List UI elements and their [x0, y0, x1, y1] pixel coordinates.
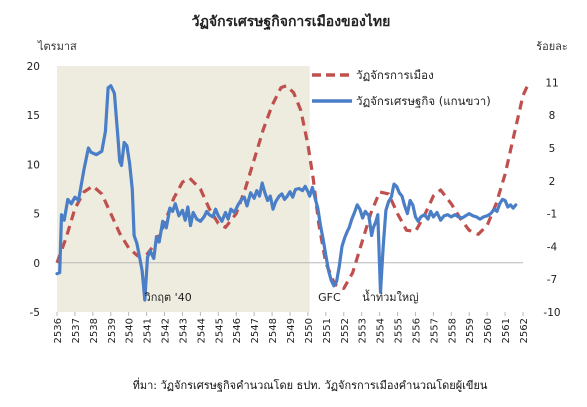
economic-cycle-line	[55, 84, 518, 302]
x-tick-labels: 2536 2537 2538 2539 2540 2541 2542 2543 2544 2545…	[53, 312, 530, 343]
x-tick-label: 2539	[107, 318, 118, 343]
shaded-period	[57, 66, 310, 312]
legend-label-political: วัฏจักรการเมือง	[356, 68, 434, 82]
legend: วัฏจักรการเมือง วัฏจักรเศรษฐกิจ (แกนขวา)	[312, 68, 491, 108]
right-y-tick-label: 2	[549, 176, 556, 188]
x-tick-label: 2555	[394, 318, 405, 343]
x-tick-label: 2554	[376, 318, 387, 343]
legend-label-economic: วัฏจักรเศรษฐกิจ (แกนขวา)	[356, 94, 491, 108]
x-tick-label: 2543	[178, 318, 189, 343]
x-tick-label: 2544	[196, 318, 207, 343]
x-tick-label: 2542	[161, 318, 172, 343]
x-tick-label: 2541	[143, 318, 154, 343]
annotations: วิกฤต '40 GFC น้ำท่วมใหญ่	[144, 289, 419, 304]
right-y-tick-label: -1	[547, 209, 557, 221]
x-tick-label: 2562	[519, 318, 530, 343]
left-axis-title: ไตรมาส	[37, 40, 77, 53]
source-note: ที่มา: วัฏจักรเศรษฐกิจคำนวณโดย ธปท. วัฏจ…	[133, 377, 488, 392]
left-y-tick-label: 15	[27, 110, 40, 122]
left-y-tick-labels: -5 0 5 10 15 20	[27, 61, 40, 319]
left-y-tick-label: 5	[33, 209, 40, 221]
right-y-tick-label: -4	[547, 241, 558, 253]
annotation-label: วิกฤต '40	[144, 291, 192, 304]
left-y-tick-label: 0	[33, 258, 40, 270]
series-lines	[55, 83, 530, 302]
right-y-tick-label: 11	[545, 77, 558, 89]
x-tick-label: 2556	[411, 318, 422, 343]
x-tick-label: 2536	[53, 318, 64, 343]
annotation-label: GFC	[318, 291, 341, 304]
x-tick-label: 2553	[358, 318, 369, 343]
x-tick-label: 2557	[429, 318, 440, 343]
left-y-tick-label: 10	[27, 159, 40, 171]
right-y-tick-label: -7	[547, 274, 557, 286]
x-tick-label: 2551	[322, 318, 333, 343]
x-tick-label: 2552	[340, 318, 351, 343]
annotation-label: น้ำท่วมใหญ่	[362, 289, 418, 304]
left-y-tick-label: -5	[30, 307, 40, 319]
x-tick-label: 2550	[304, 318, 315, 343]
x-tick-label: 2537	[71, 318, 82, 343]
x-tick-label: 2560	[483, 318, 494, 343]
x-tick-label: 2545	[214, 318, 225, 343]
right-y-tick-label: -10	[543, 307, 560, 319]
right-y-tick-labels: -10 -7 -4 -1 2 5 8 11	[543, 77, 560, 319]
right-y-tick-label: 5	[549, 143, 556, 155]
x-tick-label: 2558	[447, 318, 458, 343]
left-y-tick-label: 20	[27, 61, 40, 73]
right-axis-title: ร้อยละ	[536, 40, 568, 53]
x-tick-label: 2540	[125, 318, 136, 343]
x-tick-label: 2546	[232, 318, 243, 343]
x-tick-label: 2548	[268, 318, 279, 343]
x-tick-label: 2538	[89, 318, 100, 343]
x-tick-label: 2559	[465, 318, 476, 343]
x-tick-label: 2547	[250, 318, 261, 343]
right-y-tick-label: 8	[549, 110, 556, 122]
x-tick-label: 2561	[501, 318, 512, 343]
x-tick-label: 2549	[286, 318, 297, 343]
chart-title: วัฏจักรเศรษฐกิจการเมืองของไทย	[192, 12, 391, 31]
